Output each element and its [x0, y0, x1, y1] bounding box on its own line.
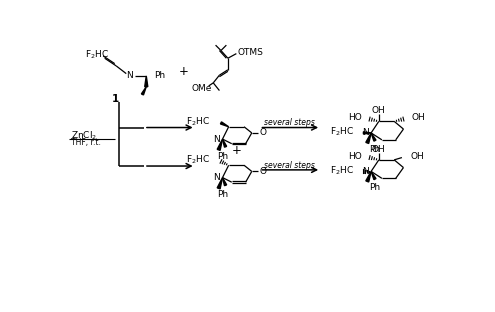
Polygon shape [366, 133, 371, 144]
Text: several steps: several steps [264, 161, 315, 170]
Text: Ph: Ph [217, 190, 228, 199]
Text: OTMS: OTMS [238, 47, 264, 56]
Polygon shape [366, 171, 371, 182]
Polygon shape [363, 132, 371, 134]
Text: O: O [259, 129, 266, 137]
Text: F$_2$HC: F$_2$HC [330, 164, 354, 177]
Text: +: + [179, 65, 189, 78]
Text: O: O [259, 167, 266, 176]
Text: Ph: Ph [217, 152, 228, 160]
Text: N: N [213, 134, 220, 144]
Text: OH: OH [372, 144, 386, 154]
Text: Ph: Ph [369, 183, 381, 192]
Text: F$_2$HC: F$_2$HC [85, 48, 109, 61]
Text: several steps: several steps [264, 119, 315, 127]
Polygon shape [217, 178, 223, 189]
Text: OH: OH [410, 152, 424, 160]
Polygon shape [223, 139, 227, 147]
Text: OMe: OMe [192, 84, 212, 93]
Text: +: + [232, 144, 241, 157]
Text: N: N [362, 129, 369, 137]
Text: OH: OH [372, 106, 386, 115]
Text: F$_2$HC: F$_2$HC [186, 115, 210, 128]
Text: N: N [362, 167, 369, 176]
Polygon shape [217, 139, 223, 150]
Text: N: N [126, 71, 133, 80]
Text: HO: HO [348, 113, 362, 122]
Polygon shape [142, 87, 147, 95]
Text: F$_2$HC: F$_2$HC [186, 154, 210, 166]
Text: F$_2$HC: F$_2$HC [330, 126, 354, 139]
Text: OH: OH [411, 113, 425, 122]
Polygon shape [371, 133, 376, 141]
Text: HO: HO [348, 152, 362, 160]
Text: Ph: Ph [369, 144, 381, 154]
Polygon shape [145, 76, 148, 87]
Text: 1: 1 [112, 94, 119, 104]
Text: ZnCl$_2$: ZnCl$_2$ [71, 130, 97, 142]
Polygon shape [223, 178, 227, 186]
Text: Ph: Ph [154, 71, 165, 80]
Polygon shape [371, 171, 376, 180]
Text: N: N [213, 173, 220, 182]
Polygon shape [220, 122, 229, 127]
Text: THF, r.t.: THF, r.t. [71, 139, 100, 148]
